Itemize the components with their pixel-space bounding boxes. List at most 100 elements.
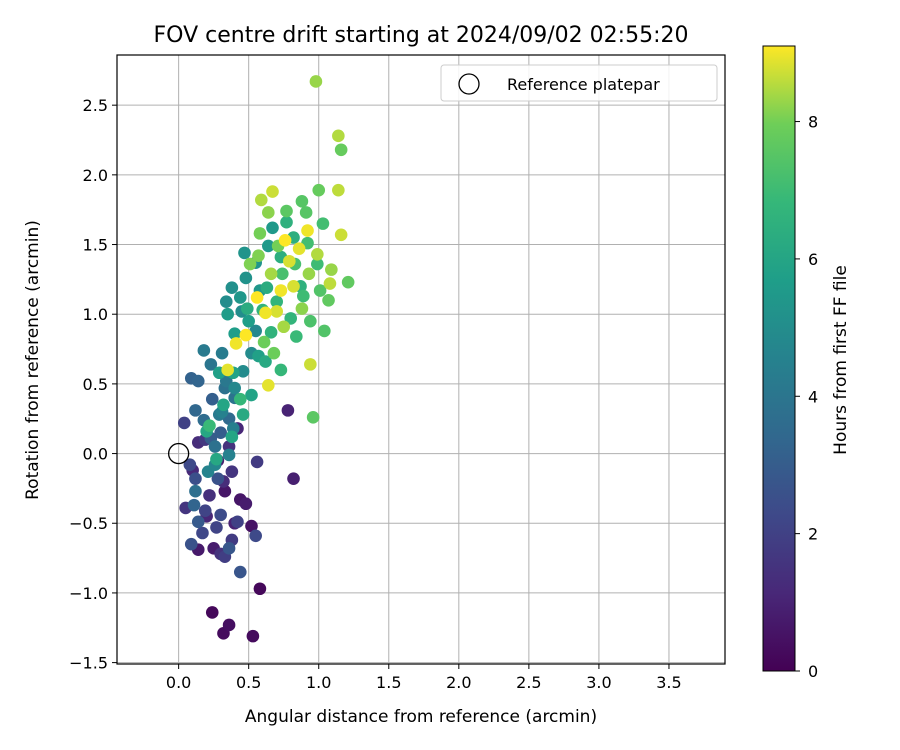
data-point [231,515,244,529]
data-point [246,629,260,643]
data-point [218,484,232,498]
data-point [264,267,278,281]
y-axis-ticks: −1.5 −1.0 −0.5 0.0 0.5 1.0 1.5 2.0 2.5 [69,96,117,673]
data-point [302,267,316,281]
data-point [203,489,216,502]
data-point [233,392,247,406]
data-point [295,302,309,315]
data-point [261,239,275,253]
data-point [243,257,257,271]
x-tick-label: 1.5 [376,673,401,692]
data-point [211,472,225,485]
chart-title: FOV centre drift starting at 2024/09/02 … [154,23,689,48]
y-tick-label: 0.5 [83,375,108,394]
data-point [198,504,212,518]
data-point [249,529,262,543]
legend-marker-reference [458,73,480,95]
data-point [196,526,209,540]
x-tick-label: 2.5 [516,673,541,692]
x-axis-label: Angular distance from reference (arcmin) [245,707,597,727]
data-point [292,242,306,256]
data-point [259,355,272,368]
colorbar: 0 2 4 6 8 Hours from first FF file [762,45,851,681]
data-point [266,185,279,198]
data-point [221,363,234,377]
data-point [341,275,355,289]
data-point [187,498,201,512]
y-tick-label: −0.5 [69,514,108,533]
x-tick-label: 3.5 [656,673,681,692]
data-point [280,215,293,229]
data-point [270,305,284,318]
data-point [257,335,271,349]
x-tick-label: 0.0 [166,673,191,692]
data-point [214,426,227,439]
data-point [197,344,211,357]
y-axis-label: Rotation from reference (arcmin) [23,220,43,500]
data-point [228,327,241,341]
x-axis-ticks: 0.0 0.5 1.0 1.5 2.0 2.5 3.0 3.5 [166,664,682,692]
colorbar-label: Hours from first FF file [831,265,851,455]
data-point [325,263,338,276]
data-point [284,312,298,325]
data-point [261,378,275,392]
data-point [228,381,241,395]
data-point [189,472,202,485]
data-points [177,75,355,643]
data-point [301,224,314,237]
data-point [210,452,223,466]
data-point [299,206,313,219]
data-point [318,324,331,338]
reference-marker [167,442,190,465]
data-point [283,254,296,268]
data-point [222,542,236,555]
data-point [219,295,233,308]
data-point [222,618,236,632]
data-point [242,314,255,328]
data-point [225,281,239,295]
data-point [253,227,267,240]
data-point [280,204,293,218]
data-point [274,284,288,297]
data-point [183,458,197,472]
y-tick-label: −1.0 [69,584,108,603]
data-point [313,284,327,297]
colorbar-tick-label: 6 [808,250,818,269]
data-point [229,337,243,350]
data-point [304,358,317,371]
data-point [233,291,247,304]
data-point [245,388,258,402]
data-point [184,537,198,551]
data-point [322,293,335,307]
data-point [250,291,264,304]
y-tick-label: 2.0 [83,166,108,185]
x-tick-label: 0.5 [236,673,261,692]
data-point [297,289,310,303]
data-point [264,326,278,339]
y-tick-label: 1.5 [83,236,108,255]
data-point [295,195,309,208]
data-point [267,346,281,360]
data-point [203,419,216,432]
data-point [252,249,265,262]
data-point [266,221,279,235]
data-point [177,416,191,430]
data-point [309,75,323,88]
data-point [316,217,330,230]
colorbar-ticks: 0 2 4 6 8 [795,113,818,681]
data-point [311,247,324,261]
y-tick-label: −1.5 [69,654,108,673]
data-point [239,271,253,285]
data-point [217,398,230,412]
data-point [191,515,205,529]
data-point [287,472,300,485]
data-point [191,374,205,388]
data-point [290,330,303,343]
y-tick-label: 1.0 [83,305,108,324]
colorbar-tick-label: 8 [808,113,818,132]
data-point [245,519,258,533]
data-point [214,508,227,522]
data-point [238,246,251,260]
data-point [260,281,274,295]
legend-label-reference: Reference platepar [507,75,660,94]
